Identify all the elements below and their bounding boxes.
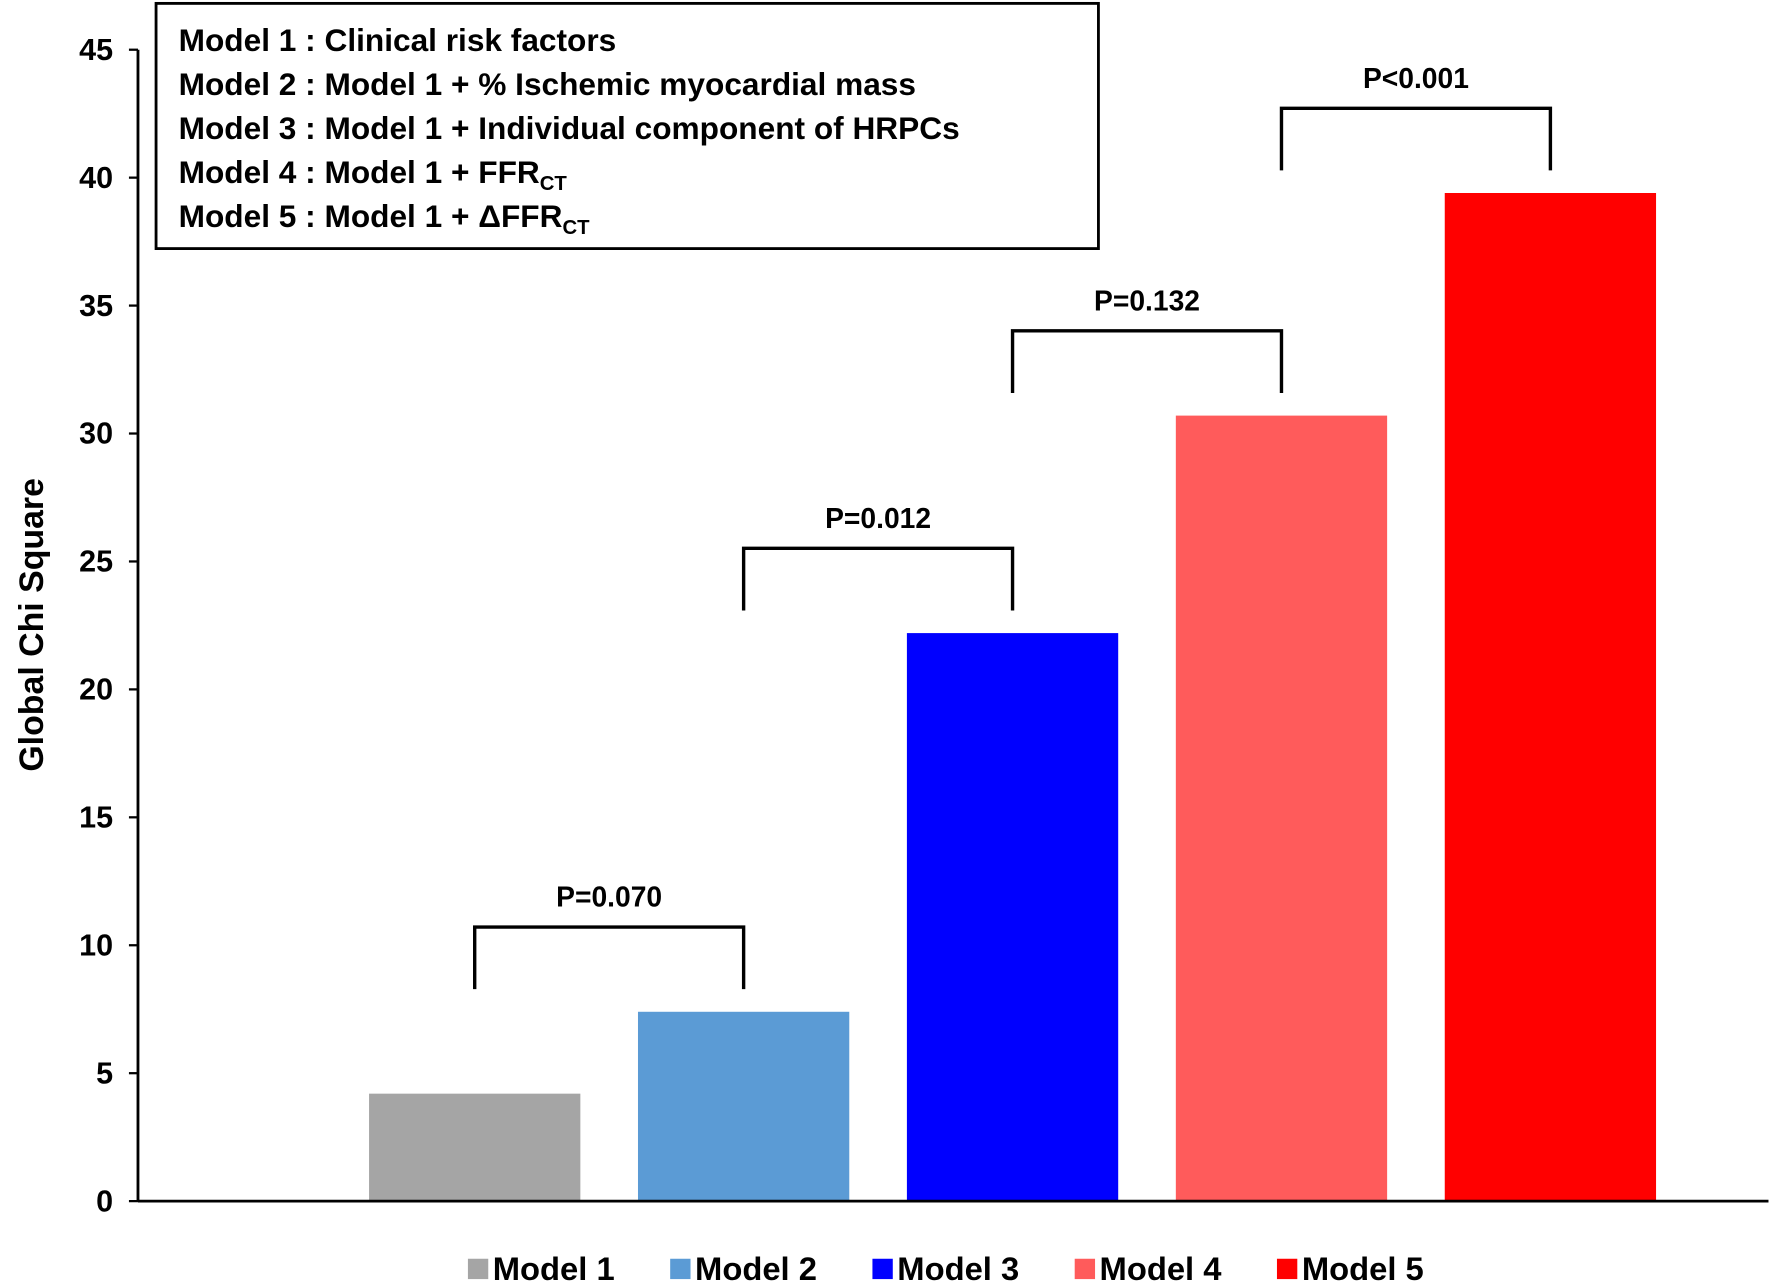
y-tick-label: 35 [79,289,113,323]
bar [1175,415,1388,1202]
note-line: Model 1 : Clinical risk factors [179,22,617,58]
note-line: Model 2 : Model 1 + % Ischemic myocardia… [179,66,916,102]
bar [637,1011,850,1202]
y-tick-label: 40 [79,161,113,195]
significance-bracket [473,925,746,990]
p-value-label: P=0.132 [1094,285,1200,317]
note-text: Model 2 : Model 1 + % Ischemic myocardia… [179,66,916,102]
y-tick-label: 30 [79,417,113,451]
legend-label: Model 5 [1302,1250,1424,1287]
y-axis-label: Global Chi Square [13,478,51,772]
note-text: Model 5 : Model 1 + ΔFFR [179,198,563,234]
note-subscript: CT [562,217,590,239]
note-text: Model 3 : Model 1 + Individual component… [179,110,960,146]
bar [906,633,1119,1202]
legend-label: Model 2 [695,1250,817,1287]
significance-bracket [1010,329,1284,394]
note-subscript: CT [540,173,568,195]
y-tick-label: 0 [96,1184,113,1218]
p-value-label: P<0.001 [1363,62,1469,94]
note-line: Model 5 : Model 1 + ΔFFRCT [179,198,590,239]
y-tick-label: 5 [96,1056,113,1090]
y-tick-label: 45 [79,33,113,67]
y-tick-label: 15 [79,800,113,834]
bar [369,1093,581,1202]
note-text: Model 4 : Model 1 + FFR [179,154,540,190]
legend-label: Model 1 [493,1250,615,1287]
legend-swatch [670,1258,691,1280]
legend-swatch [1074,1258,1096,1280]
bar [1444,193,1657,1202]
y-tick-label: 25 [79,545,113,579]
significance-bracket [1279,106,1553,171]
legend-label: Model 4 [1100,1250,1223,1287]
p-value-label: P=0.070 [556,881,662,913]
significance-bracket [741,546,1015,611]
legend-swatch [467,1258,489,1280]
note-text: Model 1 : Clinical risk factors [179,22,617,58]
y-tick-label: 20 [79,673,113,707]
note-line: Model 4 : Model 1 + FFRCT [179,154,568,195]
legend-label: Model 3 [897,1250,1019,1287]
notes-box [154,1,1100,250]
y-tick-label: 10 [79,928,113,962]
note-line: Model 3 : Model 1 + Individual component… [179,110,960,146]
legend-swatch [872,1258,893,1280]
p-value-label: P=0.012 [825,502,931,534]
legend-swatch [1276,1258,1298,1280]
